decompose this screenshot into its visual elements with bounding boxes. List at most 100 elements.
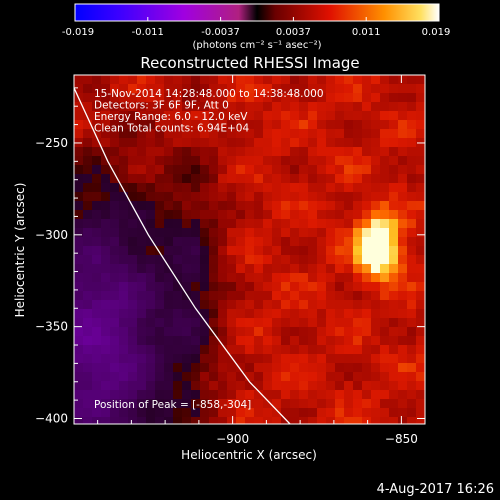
- heatmap-cell: [83, 354, 93, 364]
- heatmap-cell: [416, 129, 425, 139]
- heatmap-cell: [308, 345, 318, 355]
- heatmap-cell: [407, 309, 417, 319]
- heatmap-cell: [182, 237, 192, 247]
- heatmap-cell: [83, 408, 93, 418]
- heatmap-cell: [398, 138, 408, 148]
- heatmap-cell: [308, 354, 318, 364]
- heatmap-cell: [236, 417, 246, 424]
- heatmap-cell: [308, 417, 318, 424]
- solar-limb-curve: [74, 87, 291, 424]
- heatmap-cell: [326, 129, 336, 139]
- heatmap-cell: [380, 120, 390, 130]
- heatmap-cell: [191, 336, 201, 346]
- heatmap-cell: [173, 102, 183, 112]
- heatmap-cell: [308, 399, 318, 409]
- heatmap-cell: [74, 399, 84, 409]
- heatmap-cell: [299, 165, 309, 175]
- heatmap-cell: [254, 399, 264, 409]
- heatmap-cell: [137, 354, 147, 364]
- heatmap-cell: [380, 246, 390, 256]
- heatmap-cell: [281, 93, 291, 103]
- heatmap-cell: [137, 111, 147, 121]
- heatmap-cell: [218, 219, 228, 229]
- heatmap-cell: [272, 291, 282, 301]
- heatmap-cell: [101, 138, 111, 148]
- heatmap-cell: [101, 345, 111, 355]
- heatmap-cell: [272, 336, 282, 346]
- heatmap-cell: [200, 156, 210, 166]
- heatmap-cell: [353, 156, 363, 166]
- heatmap-cell: [263, 228, 273, 238]
- heatmap-cell: [299, 399, 309, 409]
- heatmap-cell: [146, 210, 156, 220]
- heatmap-cell: [353, 327, 363, 337]
- heatmap-cell: [380, 291, 390, 301]
- heatmap-cell: [164, 84, 174, 94]
- heatmap-cell: [119, 201, 129, 211]
- heatmap-cell: [146, 237, 156, 247]
- heatmap-cell: [164, 399, 174, 409]
- heatmap-cell: [389, 354, 399, 364]
- heatmap-cell: [353, 93, 363, 103]
- heatmap-cell: [155, 264, 165, 274]
- heatmap-cell: [101, 246, 111, 256]
- heatmap-cell: [137, 129, 147, 139]
- heatmap-cell: [236, 255, 246, 265]
- heatmap-cell: [344, 399, 354, 409]
- heatmap-cell: [146, 318, 156, 328]
- heatmap-cell: [119, 93, 129, 103]
- axis-ticks: −900−850−800−250−300−350−400: [35, 75, 425, 446]
- heatmap-cell: [218, 120, 228, 130]
- heatmap-cell: [218, 273, 228, 283]
- heatmap-cell: [380, 75, 390, 85]
- heatmap-cell: [128, 111, 138, 121]
- heatmap-cell: [389, 237, 399, 247]
- heatmap-cell: [290, 237, 300, 247]
- heatmap-cell: [92, 390, 102, 400]
- heatmap-cell: [74, 183, 84, 193]
- heatmap-cell: [326, 138, 336, 148]
- heatmap-cell: [353, 372, 363, 382]
- heatmap-cell: [83, 129, 93, 139]
- heatmap-cell: [137, 363, 147, 373]
- heatmap-cell: [164, 255, 174, 265]
- heatmap-cell: [317, 174, 327, 184]
- heatmap-cell: [263, 183, 273, 193]
- heatmap-cell: [299, 183, 309, 193]
- heatmap-cell: [101, 84, 111, 94]
- heatmap-cell: [362, 192, 372, 202]
- heatmap-cell: [254, 84, 264, 94]
- heatmap-cell: [326, 255, 336, 265]
- heatmap-cell: [173, 246, 183, 256]
- heatmap-cell: [317, 372, 327, 382]
- heatmap-cell: [83, 120, 93, 130]
- heatmap-cell: [137, 390, 147, 400]
- heatmap-cell: [83, 228, 93, 238]
- heatmap-cell: [236, 147, 246, 157]
- heatmap-cell: [191, 417, 201, 424]
- heatmap-cell: [245, 345, 255, 355]
- heatmap-cell: [290, 291, 300, 301]
- heatmap-cell: [110, 192, 120, 202]
- heatmap-cell: [173, 390, 183, 400]
- heatmap-cell: [128, 399, 138, 409]
- heatmap-cell: [146, 399, 156, 409]
- heatmap-cell: [83, 138, 93, 148]
- heatmap-cell: [317, 237, 327, 247]
- heatmap-cell: [236, 381, 246, 391]
- heatmap-cell: [101, 417, 111, 424]
- heatmap-cell: [236, 336, 246, 346]
- heatmap-cell: [416, 102, 425, 112]
- heatmap-cell: [407, 417, 417, 424]
- heatmap-cell: [254, 102, 264, 112]
- heatmap-cell: [290, 255, 300, 265]
- heatmap-cell: [128, 273, 138, 283]
- heatmap-cell: [335, 93, 345, 103]
- heatmap-cell: [263, 363, 273, 373]
- heatmap-cell: [281, 354, 291, 364]
- heatmap-cell: [173, 183, 183, 193]
- heatmap-cell: [380, 156, 390, 166]
- heatmap-cell: [290, 399, 300, 409]
- heatmap-cell: [290, 318, 300, 328]
- heatmap-cell: [398, 363, 408, 373]
